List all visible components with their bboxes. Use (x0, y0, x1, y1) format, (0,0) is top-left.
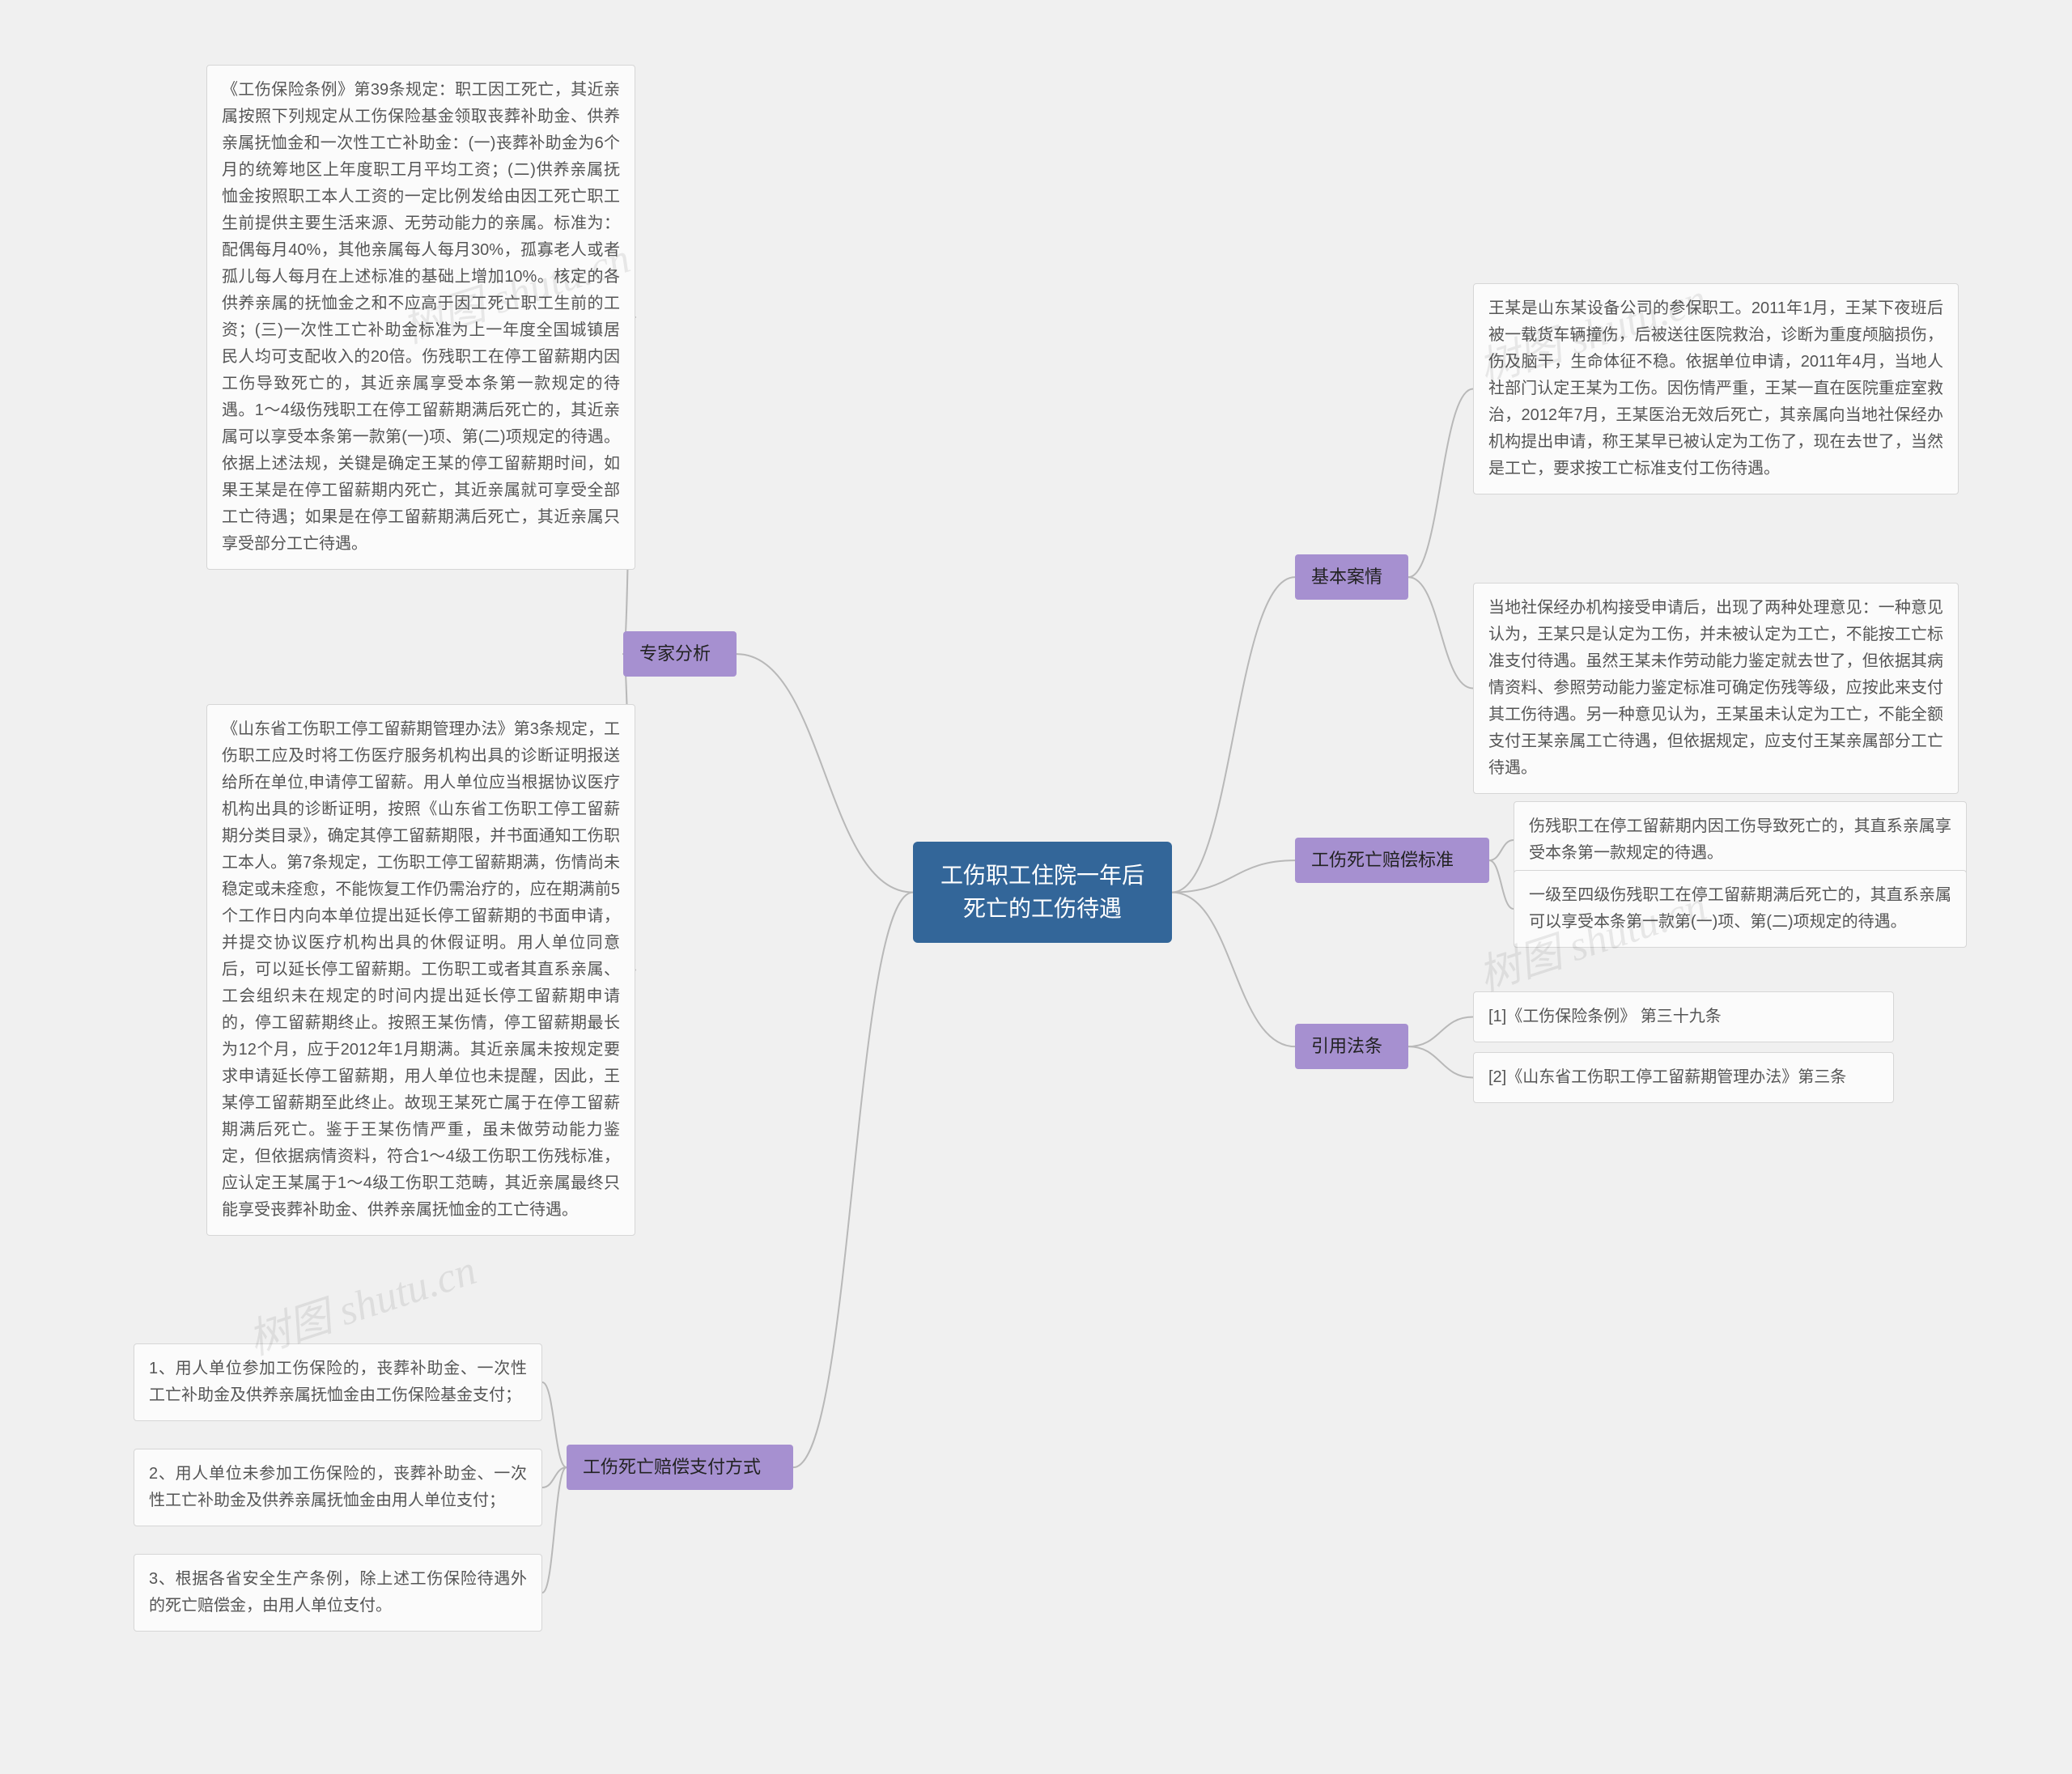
leaf-text: 当地社保经办机构接受申请后，出现了两种处理意见：一种意见认为，王某只是认定为工伤… (1488, 599, 1943, 777)
leaf-node[interactable]: 当地社保经办机构接受申请后，出现了两种处理意见：一种意见认为，王某只是认定为工伤… (1473, 583, 1959, 794)
connector-central-branch (1172, 893, 1295, 1047)
connector-branch-leaf (1408, 389, 1473, 578)
connector-branch-leaf (1489, 860, 1514, 909)
leaf-text: 2、用人单位未参加工伤保险的，丧葬补助金、一次性工亡补助金及供养亲属抚恤金由用人… (149, 1465, 527, 1509)
leaf-node[interactable]: [1]《工伤保险条例》 第三十九条 (1473, 991, 1894, 1042)
connector-central-branch (1172, 860, 1295, 892)
connector-central-branch (737, 654, 913, 892)
leaf-node[interactable]: 2、用人单位未参加工伤保险的，丧葬补助金、一次性工亡补助金及供养亲属抚恤金由用人… (134, 1449, 542, 1526)
connector-branch-leaf (1408, 577, 1473, 688)
branch-label: 工伤死亡赔偿标准 (1311, 850, 1454, 870)
branch-comp-standard[interactable]: 工伤死亡赔偿标准 (1295, 838, 1489, 883)
connector-branch-leaf (542, 1467, 567, 1488)
leaf-text: 一级至四级伤残职工在停工留薪期满后死亡的，其直系亲属可以享受本条第一款第(一)项… (1529, 886, 1951, 931)
connector-branch-leaf (1408, 1046, 1473, 1077)
connector-branch-leaf (1408, 1017, 1473, 1047)
connector-central-branch (793, 893, 913, 1468)
leaf-node[interactable]: 《山东省工伤职工停工留薪期管理办法》第3条规定，工伤职工应及时将工伤医疗服务机构… (206, 704, 635, 1236)
leaf-node[interactable]: [2]《山东省工伤职工停工留薪期管理办法》第三条 (1473, 1052, 1894, 1103)
leaf-text: 3、根据各省安全生产条例，除上述工伤保险待遇外的死亡赔偿金，由用人单位支付。 (149, 1570, 527, 1615)
connector-branch-leaf (1489, 840, 1514, 860)
leaf-text: 1、用人单位参加工伤保险的，丧葬补助金、一次性工亡补助金及供养亲属抚恤金由工伤保… (149, 1360, 527, 1404)
branch-citation[interactable]: 引用法条 (1295, 1024, 1408, 1069)
leaf-node[interactable]: 王某是山东某设备公司的参保职工。2011年1月，王某下夜班后被一载货车辆撞伤，后… (1473, 283, 1959, 494)
branch-label: 引用法条 (1311, 1036, 1382, 1056)
leaf-node[interactable]: 3、根据各省安全生产条例，除上述工伤保险待遇外的死亡赔偿金，由用人单位支付。 (134, 1554, 542, 1632)
leaf-node[interactable]: 1、用人单位参加工伤保险的，丧葬补助金、一次性工亡补助金及供养亲属抚恤金由工伤保… (134, 1343, 542, 1421)
leaf-text: 《工伤保险条例》第39条规定：职工因工死亡，其近亲属按照下列规定从工伤保险基金领… (222, 81, 620, 553)
leaf-node[interactable]: 《工伤保险条例》第39条规定：职工因工死亡，其近亲属按照下列规定从工伤保险基金领… (206, 65, 635, 570)
branch-payment[interactable]: 工伤死亡赔偿支付方式 (567, 1445, 793, 1490)
branch-label: 专家分析 (639, 643, 711, 664)
branch-basic-facts[interactable]: 基本案情 (1295, 554, 1408, 600)
leaf-node[interactable]: 伤残职工在停工留薪期内因工伤导致死亡的，其直系亲属享受本条第一款规定的待遇。 (1514, 801, 1967, 879)
connector-branch-leaf (542, 1382, 567, 1467)
connector-branch-leaf (542, 1467, 567, 1593)
branch-label: 工伤死亡赔偿支付方式 (583, 1457, 761, 1477)
leaf-text: [1]《工伤保险条例》 第三十九条 (1488, 1008, 1722, 1025)
leaf-text: [2]《山东省工伤职工停工留薪期管理办法》第三条 (1488, 1068, 1846, 1086)
leaf-text: 伤残职工在停工留薪期内因工伤导致死亡的，其直系亲属享受本条第一款规定的待遇。 (1529, 817, 1951, 862)
leaf-text: 王某是山东某设备公司的参保职工。2011年1月，王某下夜班后被一载货车辆撞伤，后… (1488, 299, 1943, 477)
connector-central-branch (1172, 577, 1295, 892)
central-text: 工伤职工住院一年后死亡的工伤待遇 (940, 863, 1144, 921)
branch-analysis[interactable]: 专家分析 (623, 631, 737, 677)
branch-label: 基本案情 (1311, 567, 1382, 587)
leaf-text: 《山东省工伤职工停工留薪期管理办法》第3条规定，工伤职工应及时将工伤医疗服务机构… (222, 720, 620, 1219)
leaf-node[interactable]: 一级至四级伤残职工在停工留薪期满后死亡的，其直系亲属可以享受本条第一款第(一)项… (1514, 870, 1967, 948)
central-topic[interactable]: 工伤职工住院一年后死亡的工伤待遇 (913, 842, 1172, 943)
